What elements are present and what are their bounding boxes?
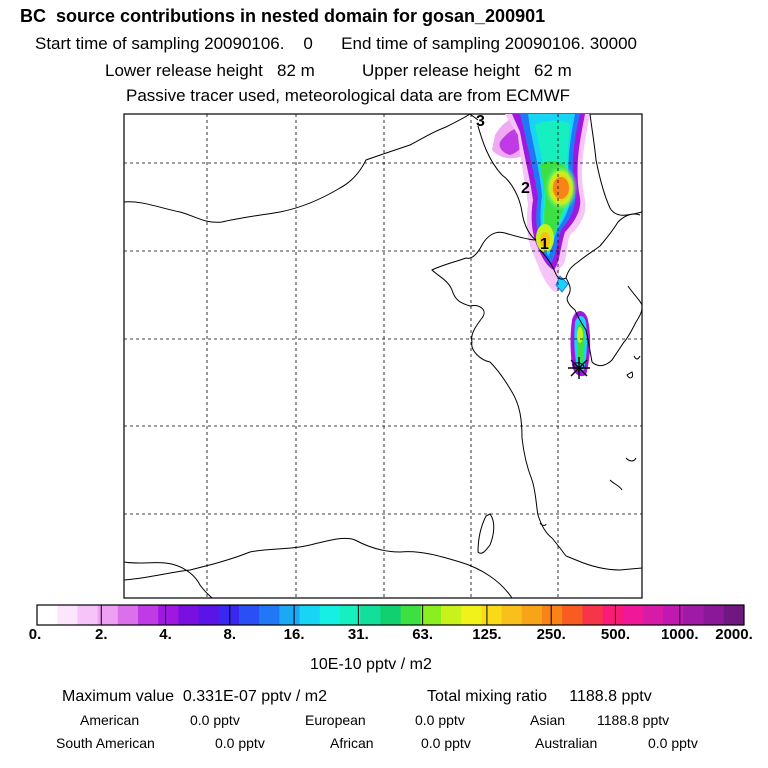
african-value: 0.0 pptv	[421, 735, 471, 751]
colorbar-swatch	[340, 605, 361, 625]
american-value: 0.0 pptv	[190, 712, 240, 728]
trajectory-label-1: 1	[540, 236, 549, 253]
colorbar-tick-label: 4.	[159, 626, 172, 643]
european-value: 0.0 pptv	[415, 712, 465, 728]
colorbar-tick-label: 2000.	[715, 626, 753, 643]
colorbar-swatch	[178, 605, 200, 625]
colorbar-swatch	[643, 605, 664, 625]
sampling-times: Start time of sampling 20090106. 0 End t…	[35, 34, 637, 54]
south-american-value: 0.0 pptv	[215, 735, 265, 751]
colorbar-swatch	[723, 605, 745, 625]
asian-value: 1188.8 pptv	[597, 712, 670, 728]
colorbar-tick-label: 8.	[223, 626, 237, 643]
colorbar-swatch	[562, 605, 583, 625]
colorbar-swatch	[299, 605, 321, 625]
start-time-label: Start time of sampling 20090106. 0	[35, 34, 313, 53]
colorbar-swatch	[198, 605, 220, 625]
colorbar-swatch	[481, 605, 503, 625]
colorbar-swatch	[259, 605, 280, 625]
colorbar-swatch	[97, 605, 119, 625]
colorbar-swatch	[501, 605, 523, 625]
upper-release-label: Upper release height 62 m	[362, 61, 572, 80]
colorbar-swatch	[380, 605, 402, 625]
colorbar-swatch	[77, 605, 99, 625]
colorbar-swatch	[521, 605, 543, 625]
colorbar-swatch	[663, 605, 684, 625]
colorbar-tick-label: 1000.	[660, 626, 699, 643]
australian-label: Australian	[535, 735, 598, 751]
lower-release-label: Lower release height 82 m	[105, 61, 315, 80]
colorbar-tick-label: 2.	[95, 626, 108, 643]
colorbar-swatch	[582, 605, 604, 625]
colorbar-swatch	[622, 605, 644, 625]
maximum-value: Maximum value 0.331E-07 pptv / m2	[62, 688, 328, 705]
colorbar-swatch	[602, 605, 624, 625]
graticule	[124, 114, 642, 598]
asian-label: Asian	[530, 712, 566, 728]
trajectory-label-3: 3	[476, 113, 485, 130]
map-title: BC source contributions in nested domain…	[20, 6, 546, 26]
colorbar-swatch	[37, 605, 58, 625]
colorbar-tick-label: 250.	[536, 626, 566, 643]
receptor-star-icon	[568, 357, 590, 379]
coastlines	[124, 114, 642, 598]
tracer-note: Passive tracer used, meteorological data…	[126, 86, 571, 105]
release-heights: Lower release height 82 m Upper release …	[105, 61, 572, 81]
colorbar-swatch	[360, 605, 381, 625]
european-label: European	[305, 712, 366, 728]
colorbar-swatch	[420, 605, 442, 625]
colorbar-swatch	[400, 605, 422, 625]
colorbar	[37, 605, 745, 625]
colorbar-tick-label: 500.	[600, 626, 631, 643]
colorbar-swatch	[441, 605, 462, 625]
total-mixing-ratio: Total mixing ratio 1188.8 pptv	[427, 688, 652, 705]
colorbar-swatch	[158, 605, 179, 625]
colorbar-swatch	[279, 605, 301, 625]
african-label: African	[330, 735, 374, 751]
colorbar-swatch	[117, 605, 139, 625]
colorbar-swatch	[218, 605, 240, 625]
colorbar-tick-label: 0.	[28, 626, 42, 643]
colorbar-unit-label: 10E-10 pptv / m2	[310, 656, 432, 673]
colorbar-frame	[36, 604, 745, 626]
colorbar-tick-label: 31.	[347, 626, 369, 643]
south-american-label: South American	[56, 735, 155, 751]
colorbar-swatch	[542, 605, 563, 625]
colorbar-swatch	[239, 605, 260, 625]
australian-value: 0.0 pptv	[648, 735, 698, 751]
colorbar-swatch	[683, 605, 705, 625]
colorbar-tick-label: 63.	[412, 626, 434, 643]
contribution-plume	[492, 114, 591, 377]
colorbar-tick-label: 125.	[472, 626, 502, 643]
american-label: American	[80, 712, 140, 728]
end-time-label: End time of sampling 20090106. 30000	[341, 34, 637, 53]
trajectory-label-2: 2	[521, 180, 530, 197]
colorbar-swatch	[319, 605, 341, 625]
colorbar-swatch	[703, 605, 725, 625]
colorbar-tick-label: 16.	[283, 626, 305, 643]
colorbar-swatch	[57, 605, 78, 625]
colorbar-swatch	[138, 605, 159, 625]
colorbar-swatch	[461, 605, 482, 625]
